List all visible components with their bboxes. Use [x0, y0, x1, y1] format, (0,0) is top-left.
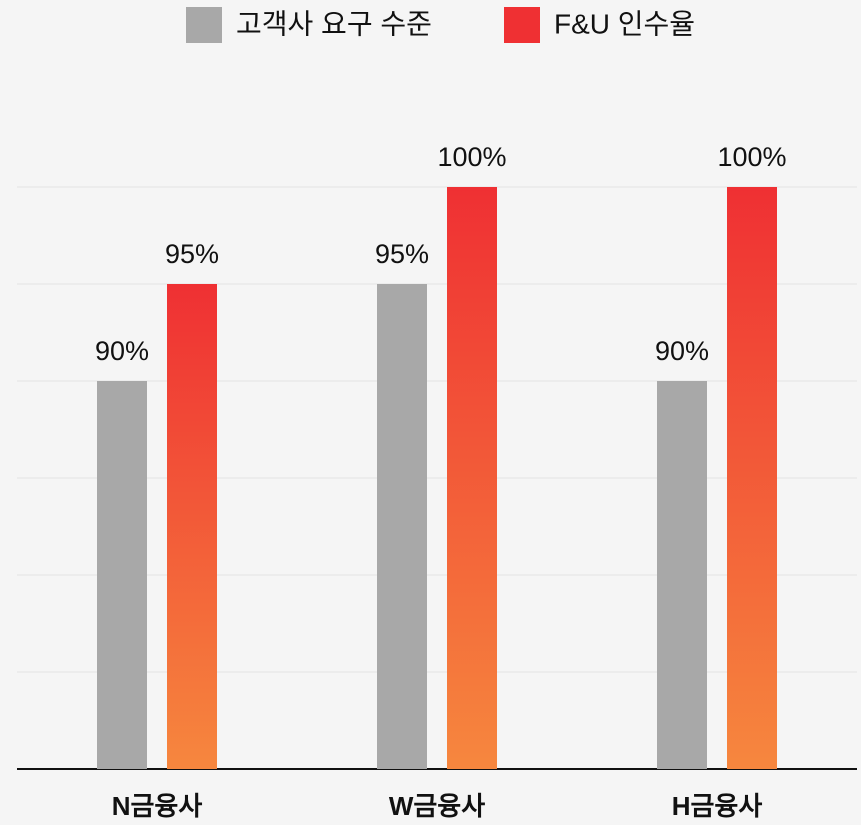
x-tick-label: N금융사 — [112, 791, 203, 821]
data-label: 90% — [655, 336, 709, 366]
data-label: 95% — [375, 239, 429, 269]
bar — [97, 381, 147, 769]
data-label: 100% — [717, 142, 786, 172]
legend-swatch — [186, 7, 222, 43]
bar — [657, 381, 707, 769]
bar — [167, 284, 217, 769]
legend-label: F&U 인수율 — [554, 8, 695, 39]
data-label: 90% — [95, 336, 149, 366]
bar — [727, 187, 777, 769]
bar — [447, 187, 497, 769]
data-label: 95% — [165, 239, 219, 269]
data-label: 100% — [437, 142, 506, 172]
x-tick-label: W금융사 — [389, 791, 485, 821]
legend-swatch — [504, 7, 540, 43]
x-tick-label: H금융사 — [672, 791, 763, 821]
legend-label: 고객사 요구 수준 — [236, 8, 432, 39]
bar — [377, 284, 427, 769]
